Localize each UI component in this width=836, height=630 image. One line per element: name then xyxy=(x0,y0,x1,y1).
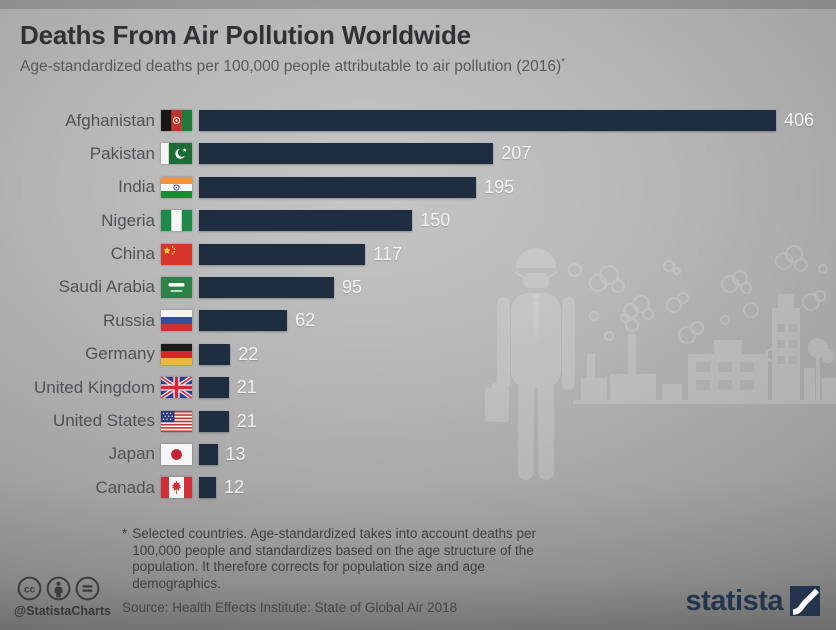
bar-area: 12 xyxy=(199,477,836,499)
footnote: * Selected countries. Age-standardized t… xyxy=(122,526,560,592)
chart-row: India 195 xyxy=(20,176,836,198)
statista-logo: statista xyxy=(685,586,820,616)
flag-canada-icon xyxy=(161,477,192,499)
category-label: Japan xyxy=(108,444,155,464)
category-label: Russia xyxy=(103,310,155,330)
bar-area: 207 xyxy=(199,143,836,165)
value-label: 150 xyxy=(420,210,451,231)
bar xyxy=(199,276,334,298)
bar-chart: Afghanistan 406 Pakistan 207 India 195 N… xyxy=(20,110,836,511)
chart-row: Germany 22 xyxy=(20,343,836,365)
bar-area: 195 xyxy=(199,176,836,198)
flag-saudi-arabia-icon xyxy=(161,276,192,298)
category-label: Pakistan xyxy=(89,143,155,163)
value-label: 195 xyxy=(484,176,515,197)
statista-logo-mark-icon xyxy=(790,586,820,616)
value-label: 13 xyxy=(225,443,246,464)
chart-row: Russia 62 xyxy=(20,310,836,332)
value-label: 22 xyxy=(238,343,259,364)
equals-icon xyxy=(75,576,100,601)
bar xyxy=(199,410,229,432)
bar xyxy=(199,243,366,265)
footnote-text: Selected countries. Age-standardized tak… xyxy=(132,526,537,591)
flag-russia-icon xyxy=(161,310,192,332)
bar-area: 117 xyxy=(199,243,836,265)
category-label: United States xyxy=(52,411,155,431)
chart-row: Afghanistan 406 xyxy=(20,110,836,131)
chart-row: Canada 12 xyxy=(20,477,836,499)
category-label: Nigeria xyxy=(101,210,155,230)
bar-area: 150 xyxy=(199,210,836,232)
bar xyxy=(199,143,494,165)
value-label: 12 xyxy=(224,477,245,498)
subtitle-text: Age-standardized deaths per 100,000 peop… xyxy=(20,58,562,76)
bar xyxy=(199,176,477,198)
footnote-marker: * xyxy=(561,57,566,68)
category-label: Canada xyxy=(95,477,155,497)
bar xyxy=(199,377,229,399)
bar-area: 21 xyxy=(199,410,836,432)
bar xyxy=(199,477,217,499)
chart-row: Nigeria 150 xyxy=(20,210,836,232)
flag-united-states-icon xyxy=(161,410,192,432)
flag-united-kingdom-icon xyxy=(161,377,192,399)
value-label: 95 xyxy=(342,276,363,297)
bar-area: 62 xyxy=(199,310,836,332)
category-label: Afghanistan xyxy=(65,110,155,130)
category-label: United Kingdom xyxy=(34,377,155,397)
bar xyxy=(199,343,231,365)
bar-area: 22 xyxy=(199,343,836,365)
flag-nigeria-icon xyxy=(161,210,192,232)
social-handle: @StatistaCharts xyxy=(14,604,111,618)
category-label: China xyxy=(110,244,155,264)
svg-text:cc: cc xyxy=(24,584,36,595)
chart-subtitle: Age-standardized deaths per 100,000 peop… xyxy=(20,57,565,76)
value-label: 21 xyxy=(236,410,257,431)
bar xyxy=(199,110,776,131)
bar-area: 13 xyxy=(199,443,836,465)
flag-afghanistan-icon xyxy=(161,110,192,131)
footnote-marker: * xyxy=(122,526,128,541)
chart-row: United States 21 xyxy=(20,410,836,432)
value-label: 62 xyxy=(295,310,316,331)
category-label: Saudi Arabia xyxy=(58,277,155,297)
pollution-illustration-icon xyxy=(485,244,836,480)
chart-row: Pakistan 207 xyxy=(20,143,836,165)
flag-germany-icon xyxy=(161,343,192,365)
page-title: Deaths From Air Pollution Worldwide xyxy=(20,20,471,50)
creative-commons-badge: cc xyxy=(17,576,100,601)
value-label: 117 xyxy=(373,243,402,264)
category-label: Germany xyxy=(85,344,155,364)
flag-pakistan-icon xyxy=(161,143,192,165)
chart-row: China 117 xyxy=(20,243,836,265)
category-label: India xyxy=(118,177,155,197)
value-label: 406 xyxy=(784,110,815,130)
flag-india-icon xyxy=(161,176,192,198)
chart-row: Saudi Arabia 95 xyxy=(20,276,836,298)
source-line: Source: Health Effects Institute: State … xyxy=(122,600,458,615)
value-label: 21 xyxy=(236,377,257,398)
bar xyxy=(199,443,218,465)
value-label: 207 xyxy=(501,143,532,164)
flag-china-icon xyxy=(161,243,192,265)
flag-japan-icon xyxy=(161,443,192,465)
bar-area: 95 xyxy=(199,276,836,298)
bar xyxy=(199,310,288,332)
cc-icon: cc xyxy=(17,576,42,601)
chart-row: Japan 13 xyxy=(20,443,836,465)
statista-logo-text: statista xyxy=(685,585,783,617)
chart-row: United Kingdom 21 xyxy=(20,377,836,399)
attribution-person-icon xyxy=(46,576,71,601)
bar-area: 406 xyxy=(199,110,836,131)
bar xyxy=(199,210,413,232)
bar-area: 21 xyxy=(199,377,836,399)
